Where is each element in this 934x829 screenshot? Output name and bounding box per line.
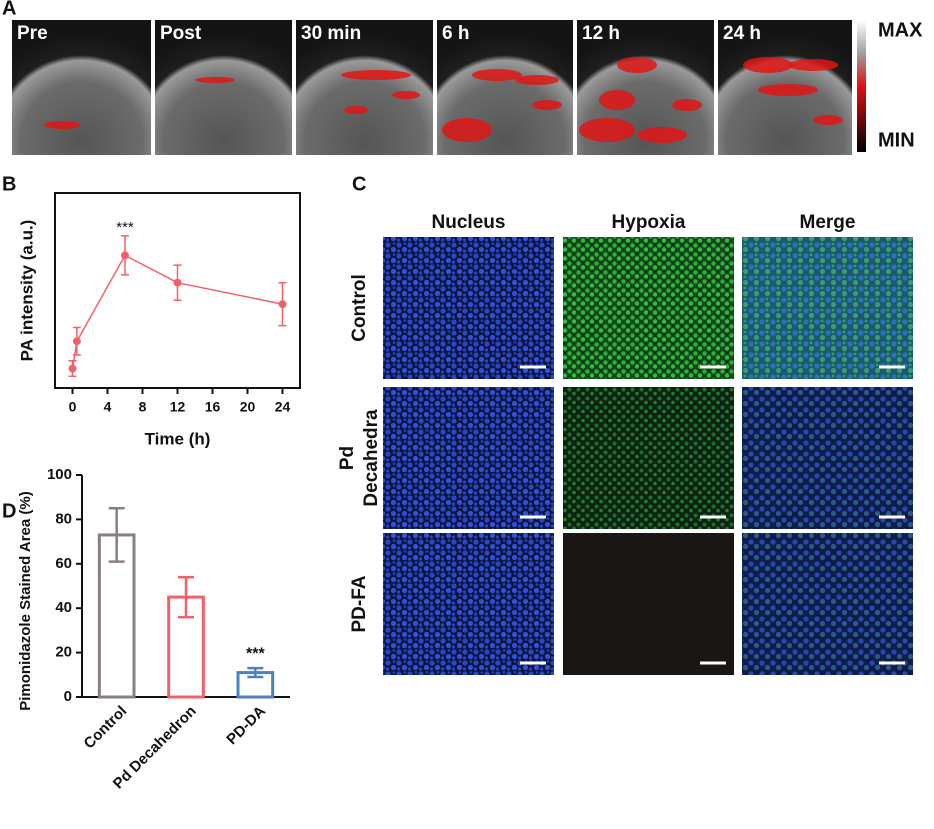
x-tick-label: 0	[69, 399, 77, 415]
image-strip: Pre Post 30 min 6 h 12 h 24 h	[12, 20, 852, 155]
x-tick-label: PD-DA	[223, 702, 269, 748]
frame: Post	[155, 20, 292, 155]
x-tick-label: Control	[81, 703, 131, 753]
micrograph	[563, 237, 734, 379]
signal	[813, 115, 843, 125]
frame-label: 6 h	[442, 23, 469, 44]
signal	[617, 57, 657, 73]
x-tick-label: 4	[104, 399, 112, 415]
y-tick-label: 80	[55, 510, 72, 527]
signal	[599, 90, 635, 110]
x-tick-label: 8	[139, 399, 147, 415]
x-tick-label: 20	[240, 399, 256, 415]
column-header: Merge	[800, 212, 856, 233]
frame: Pre	[12, 20, 151, 155]
x-tick-label: 12	[170, 399, 186, 415]
panel-label: C	[352, 173, 366, 195]
signal	[344, 106, 368, 114]
signal	[532, 100, 562, 110]
error-bar	[108, 507, 125, 563]
y-tick-label: 0	[64, 688, 72, 705]
frame-label: 30 min	[301, 23, 361, 44]
bar-chart: 0 20 40 60 80 100 Pimonidazole Stained Area (%…	[17, 466, 290, 792]
point	[173, 278, 182, 287]
y-tick-label: 40	[55, 599, 72, 616]
line-chart: 0 4 8 12 16 20 24 Time (h) PA intensity (a.u.) **…	[17, 192, 301, 448]
y-axis-label: PA intensity (a.u.)	[17, 220, 36, 362]
point	[68, 364, 77, 373]
frame-label: Pre	[17, 23, 48, 44]
column-header: Hypoxia	[612, 212, 686, 233]
point	[72, 337, 81, 346]
frame-bg	[296, 20, 433, 155]
micrograph	[383, 533, 554, 675]
frame: 12 h	[577, 20, 714, 155]
signal	[341, 70, 411, 80]
signal	[515, 75, 559, 85]
micrograph	[383, 387, 554, 529]
micrograph	[742, 533, 913, 675]
frame: 24 h	[718, 20, 852, 155]
signal	[579, 118, 635, 142]
signal	[743, 57, 793, 73]
frame-bg	[155, 20, 292, 155]
x-tick-label: 16	[205, 399, 221, 415]
y-tick-label: 100	[47, 466, 72, 483]
column-header: Nucleus	[432, 212, 506, 233]
annotation: ***	[246, 645, 265, 662]
error-bar	[178, 575, 194, 619]
micrograph-grid: Nucleus Hypoxia Merge Control Pd Decahedra PD-…	[337, 212, 913, 675]
panel-label: A	[2, 0, 16, 19]
signal	[195, 77, 235, 83]
scale-max: MAX	[878, 19, 923, 41]
row-label: Control	[349, 274, 370, 342]
micrograph	[383, 237, 554, 379]
x-tick-label: 24	[275, 399, 291, 415]
frame-bg	[12, 20, 151, 155]
error-bar	[247, 666, 264, 679]
panel-label: B	[2, 173, 16, 195]
micrograph	[563, 387, 734, 529]
signal	[392, 91, 420, 99]
y-tick-label: 20	[55, 644, 72, 661]
micrograph	[563, 533, 734, 675]
frame-label: Post	[160, 23, 202, 44]
y-tick-label: 60	[55, 555, 72, 572]
row-label: Decahedra	[361, 409, 382, 507]
row-label: PD-FA	[349, 575, 370, 632]
micrograph	[742, 237, 913, 379]
point	[121, 251, 129, 260]
annotation: ***	[116, 219, 134, 236]
panel-label: D	[2, 500, 16, 522]
row-label: Pd	[337, 446, 358, 470]
frame: 30 min	[296, 20, 433, 155]
signal	[637, 127, 687, 143]
signal	[442, 118, 492, 142]
y-axis-label: Pimonidazole Stained Area (%)	[17, 491, 34, 711]
color-scale	[857, 20, 866, 152]
point	[278, 300, 287, 309]
micrograph	[742, 387, 913, 529]
scale-min: MIN	[878, 129, 915, 151]
frame-label: 12 h	[582, 23, 620, 44]
signal	[758, 84, 818, 96]
signal	[788, 59, 838, 71]
x-axis-label: Time (h)	[145, 429, 211, 448]
signal	[472, 69, 522, 81]
signal	[672, 99, 702, 111]
frame: 6 h	[437, 20, 573, 155]
signal	[44, 121, 80, 129]
frame-label: 24 h	[723, 23, 761, 44]
